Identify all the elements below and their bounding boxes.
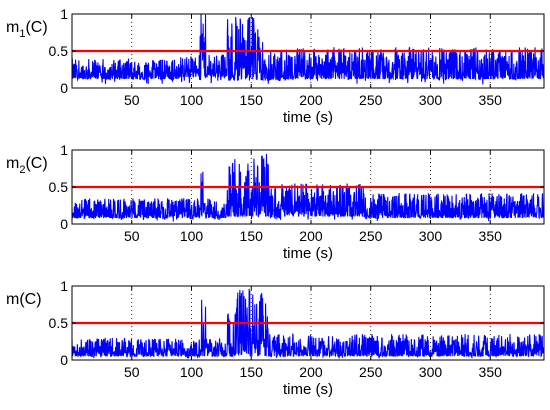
x-axis-title: time (s): [283, 245, 333, 262]
x-tick-label: 150: [240, 92, 264, 108]
x-tick-label: 100: [180, 92, 204, 108]
x-tick-label: 100: [180, 228, 204, 244]
x-tick-label: 250: [359, 364, 383, 380]
x-tick-label: 200: [299, 364, 323, 380]
x-tick-label: 50: [124, 228, 140, 244]
y-tick-label: 1: [60, 278, 68, 294]
x-tick-label: 50: [124, 92, 140, 108]
series-line: [72, 288, 544, 359]
x-tick-label: 200: [299, 228, 323, 244]
x-tick-label: 150: [240, 228, 264, 244]
panel-2: 50 100 150 200 250 300 350 0 0.5 1 time (s) m2(C): [6, 142, 545, 262]
y-tick-label: 1: [60, 142, 68, 158]
y-tick-label: 1: [60, 6, 68, 22]
x-tick-label: 300: [419, 228, 443, 244]
series-line: [72, 154, 544, 222]
y-axis-title: m2(C): [6, 155, 48, 176]
y-axis-title: m(C): [6, 291, 42, 308]
panel-1: 50 100 150 200 250 300 350 0 0.5 1 time (s) m1(C): [6, 6, 545, 126]
y-axis-title: m1(C): [6, 19, 48, 40]
series-line: [72, 14, 544, 85]
x-tick-label: 250: [359, 92, 383, 108]
x-tick-label: 150: [240, 364, 264, 380]
x-tick-label: 100: [180, 364, 204, 380]
x-tick-label: 350: [479, 228, 503, 244]
x-tick-label: 50: [124, 364, 140, 380]
x-tick-label: 200: [299, 92, 323, 108]
y-tick-label: 0: [60, 216, 68, 232]
x-tick-label: 250: [359, 228, 383, 244]
x-tick-label: 300: [419, 364, 443, 380]
y-tick-label: 0: [60, 352, 68, 368]
x-axis-title: time (s): [283, 381, 333, 398]
x-tick-label: 350: [479, 92, 503, 108]
x-tick-label: 350: [479, 364, 503, 380]
y-tick-label: 0.5: [49, 43, 69, 59]
x-axis-title: time (s): [283, 109, 333, 126]
y-tick-label: 0: [60, 80, 68, 96]
x-tick-label: 300: [419, 92, 443, 108]
y-tick-label: 0.5: [49, 179, 69, 195]
panel-3: 50 100 150 200 250 300 350 0 0.5 1 time (s) m(C): [6, 278, 545, 398]
y-tick-label: 0.5: [49, 315, 69, 331]
